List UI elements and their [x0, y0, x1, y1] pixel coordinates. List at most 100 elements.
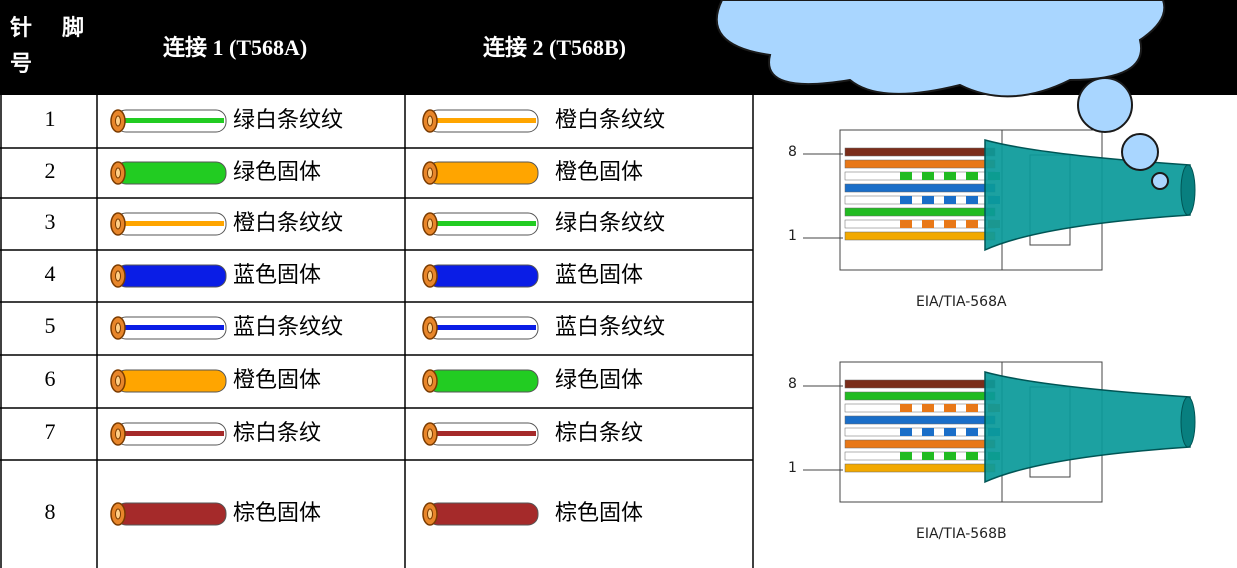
pin-wire-stripe: [944, 220, 956, 228]
wire-body: [115, 369, 227, 393]
wire-icon: [110, 212, 227, 236]
wire-core: [115, 508, 121, 520]
wire-label-b: 蓝色固体: [555, 263, 643, 288]
wire-body: [427, 502, 539, 526]
wire-icon: [110, 264, 227, 288]
pin-wire-stripe: [900, 196, 912, 204]
wire-label-a: 橙白条纹纹: [233, 211, 343, 236]
thought-cloud: [715, 0, 1169, 190]
pin-wire: [844, 183, 996, 193]
wire-stripe: [122, 325, 224, 330]
pin-label: 1: [788, 228, 797, 244]
pin-number: 3: [45, 209, 56, 234]
pin-wire-stripe: [922, 172, 934, 180]
pin-wire-stripe: [966, 172, 978, 180]
cable: [984, 371, 1191, 484]
pin-number: 2: [45, 158, 56, 183]
wire-icon: [110, 161, 227, 185]
connector-diagram: 8 1 EIA/TIA-568B: [788, 361, 1196, 542]
pin-wire-stripe: [922, 220, 934, 228]
diagram-caption: EIA/TIA-568B: [916, 526, 1007, 542]
cable-end: [1180, 396, 1196, 448]
pin-label: 8: [788, 376, 797, 392]
pin-wire-stripe: [922, 196, 934, 204]
wire-icon: [110, 369, 227, 393]
wire-core: [427, 322, 433, 334]
wire-stripe: [122, 221, 224, 226]
wire-core: [115, 428, 121, 440]
header-pin: 针: [10, 15, 32, 40]
pin-number: 8: [45, 499, 56, 524]
wire-core: [427, 115, 433, 127]
wire-icon: [110, 316, 227, 340]
pin-number: 1: [45, 106, 56, 131]
cable-end: [1180, 164, 1196, 216]
pin-wire-stripe: [966, 452, 978, 460]
wire-label-b: 蓝白条纹纹: [555, 315, 665, 340]
wire-body: [427, 369, 539, 393]
wire-icon: [110, 422, 227, 446]
pin-wire-stripe: [944, 172, 956, 180]
wire-body: [115, 502, 227, 526]
pin-wire: [844, 439, 996, 449]
pin-wire: [844, 207, 996, 217]
pin-wire-stripe: [944, 196, 956, 204]
wire-stripe: [122, 118, 224, 123]
pin-wire: [844, 415, 996, 425]
pin-wire: [844, 379, 996, 389]
pin-number: 4: [45, 261, 56, 286]
pin-number: 7: [45, 419, 56, 444]
wire-label-a: 棕色固体: [233, 501, 321, 526]
wire-core: [115, 270, 121, 282]
table-grid: [0, 95, 754, 568]
pin-wire-stripe: [900, 220, 912, 228]
pin-wire: [844, 159, 996, 169]
wire-core: [427, 218, 433, 230]
wire-body: [115, 264, 227, 288]
wire-icon: [110, 502, 227, 526]
wire-stripe: [434, 431, 536, 436]
wire-core: [427, 508, 433, 520]
pin-wire-stripe: [922, 404, 934, 412]
pin-number: 6: [45, 366, 56, 391]
wire-label-a: 绿白条纹纹: [233, 108, 343, 133]
pin-wire-stripe: [900, 428, 912, 436]
wire-label-b: 橙白条纹纹: [555, 108, 665, 133]
wire-body: [427, 161, 539, 185]
wire-label-b: 绿色固体: [555, 368, 643, 393]
wire-icon: [422, 161, 539, 185]
wire-core: [427, 375, 433, 387]
wire-label-a: 蓝色固体: [233, 263, 321, 288]
pin-wire-stripe: [944, 428, 956, 436]
pin-wire-stripe: [966, 404, 978, 412]
wire-label-b: 绿白条纹纹: [555, 211, 665, 236]
header-b: 连接 2 (T568B): [483, 35, 626, 60]
wire-stripe: [434, 221, 536, 226]
pin-wire-stripe: [944, 404, 956, 412]
wire-core: [115, 322, 121, 334]
wire-label-a: 橙色固体: [233, 368, 321, 393]
header-pin: 脚: [62, 15, 84, 40]
wire-label-a: 绿色固体: [233, 160, 321, 185]
wire-core: [115, 375, 121, 387]
pin-number: 5: [45, 313, 56, 338]
wire-icon: [422, 316, 539, 340]
pin-wire-stripe: [966, 220, 978, 228]
wire-icon: [422, 369, 539, 393]
wire-icon: [422, 502, 539, 526]
header-a: 连接 1 (T568A): [163, 35, 307, 60]
pin-wire-stripe: [966, 196, 978, 204]
wire-label-b: 棕白条纹: [555, 421, 643, 446]
wire-core: [427, 270, 433, 282]
pin-label: 1: [788, 460, 797, 476]
wire-body: [427, 264, 539, 288]
wire-stripe: [434, 325, 536, 330]
wire-label-b: 橙色固体: [555, 160, 643, 185]
pin-wire: [844, 147, 996, 157]
wire-core: [115, 167, 121, 179]
pin-wire-stripe: [900, 172, 912, 180]
pin-wire-stripe: [944, 452, 956, 460]
wire-core: [115, 115, 121, 127]
wire-label-a: 蓝白条纹纹: [233, 315, 343, 340]
